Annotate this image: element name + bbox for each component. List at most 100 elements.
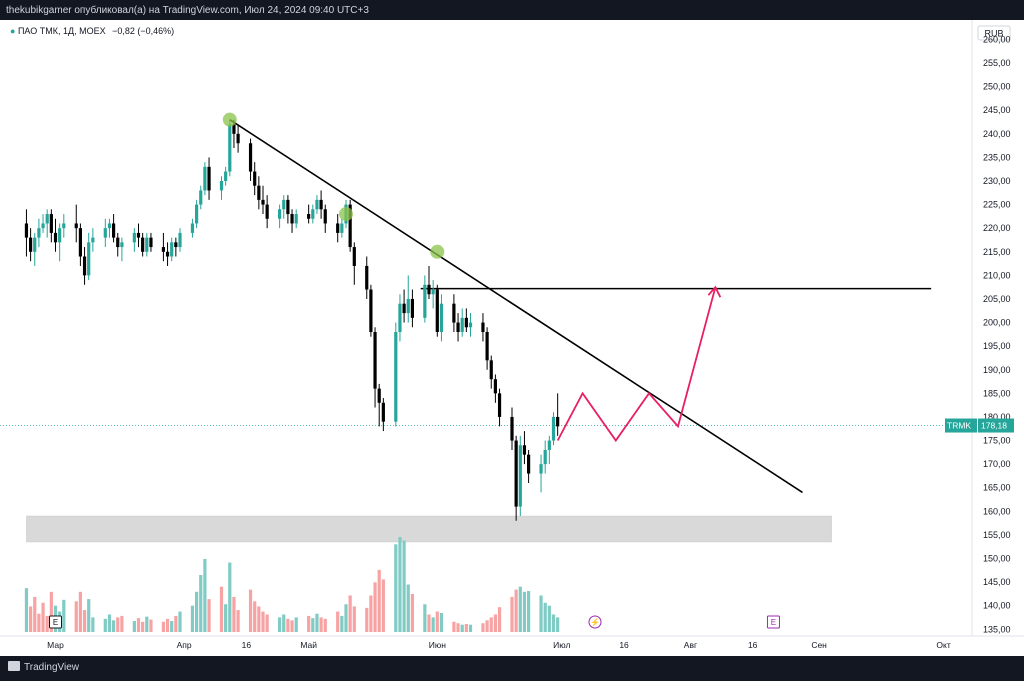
- volume-bar: [365, 607, 369, 632]
- candle-body: [103, 228, 107, 238]
- y-tick-label: 145,00: [983, 577, 1011, 587]
- event-marker-label: ⚡: [590, 617, 600, 627]
- y-tick-label: 140,00: [983, 601, 1011, 611]
- volume-bar: [49, 591, 53, 632]
- volume-bar: [29, 606, 33, 632]
- candle-body: [452, 303, 456, 323]
- currency-label: RUB: [984, 29, 1003, 39]
- candle-body: [78, 228, 82, 257]
- publish-info: thekubikgamer опубликовал(а) на TradingV…: [6, 5, 369, 16]
- candle-body: [319, 199, 323, 210]
- y-tick-label: 155,00: [983, 530, 1011, 540]
- volume-bar: [294, 617, 298, 632]
- volume-bar: [514, 589, 518, 632]
- y-tick-label: 220,00: [983, 223, 1011, 233]
- candle-body: [369, 289, 373, 332]
- volume-bar: [406, 584, 410, 632]
- candle-body: [203, 166, 207, 191]
- volume-bar: [78, 591, 82, 632]
- candle-body: [33, 237, 37, 252]
- volume-bar: [165, 618, 170, 632]
- candle-body: [518, 445, 522, 507]
- y-tick-label: 185,00: [983, 388, 1011, 398]
- volume-bar: [423, 604, 427, 632]
- volume-bar: [219, 586, 224, 632]
- volume-bar: [199, 575, 203, 632]
- volume-bar: [522, 591, 527, 632]
- candle-body: [62, 223, 66, 229]
- volume-bar: [120, 615, 124, 632]
- x-tick-label: 16: [619, 640, 629, 650]
- candle-body: [365, 265, 369, 290]
- candle-body: [381, 402, 385, 422]
- y-tick-label: 205,00: [983, 294, 1011, 304]
- candle-body: [112, 223, 116, 238]
- chart-area[interactable]: E ⚡ E RUB 260,00 255,00 250,00 245,00 240,00 235,…: [0, 20, 1024, 656]
- volume-bar: [468, 624, 473, 632]
- volume-bar: [161, 621, 165, 632]
- candle-body: [120, 242, 124, 248]
- candle-body: [373, 332, 377, 389]
- candle-body: [464, 317, 468, 328]
- candle-body: [481, 322, 485, 332]
- volume-bar: [41, 602, 45, 632]
- candle-body: [402, 303, 406, 314]
- tradingview-logo[interactable]: TradingView: [8, 661, 79, 675]
- candle-body: [207, 166, 211, 191]
- candle-body: [87, 242, 91, 276]
- candle-body: [199, 190, 203, 205]
- candle-body: [497, 393, 502, 417]
- volume-bar: [551, 614, 556, 632]
- legend-dot-icon: ●: [10, 26, 16, 36]
- tradingview-logo-icon: [8, 661, 20, 671]
- candle-body: [282, 199, 286, 210]
- chart-legend: ● ПАО ТМК, 1Д, MOEX −0,82 (−0,46%): [10, 26, 174, 36]
- volume-bar: [132, 621, 136, 632]
- volume-bar: [224, 604, 228, 632]
- candle-body: [510, 416, 514, 441]
- y-tick-label: 260,00: [983, 34, 1011, 44]
- candle-body: [377, 388, 381, 403]
- volume-bar: [141, 621, 145, 632]
- candle-body: [136, 232, 141, 238]
- candle-body: [527, 454, 531, 474]
- volume-bar: [253, 601, 257, 632]
- candle-body: [74, 223, 78, 229]
- candle-body: [468, 322, 473, 328]
- volume-bar: [136, 618, 141, 632]
- volume-bar: [348, 595, 352, 632]
- candle-body: [410, 298, 414, 318]
- volume-bar: [87, 599, 91, 632]
- candle-body: [49, 214, 53, 233]
- event-marker-label: E: [771, 618, 776, 627]
- volume-bar: [112, 620, 116, 632]
- candle-body: [232, 124, 236, 134]
- candle-body: [219, 181, 224, 191]
- candle-body: [107, 223, 112, 229]
- candle-body: [315, 199, 319, 210]
- candle-body: [427, 284, 431, 295]
- footer-bar: TradingView: [0, 656, 1024, 681]
- y-tick-label: 210,00: [983, 270, 1011, 280]
- candle-body: [439, 303, 444, 332]
- candle-body: [460, 317, 464, 332]
- x-tick-label: Июн: [429, 640, 446, 650]
- volume-bar: [45, 615, 49, 632]
- volume-bar: [37, 613, 41, 632]
- volume-bar: [489, 617, 493, 632]
- volume-bar: [377, 569, 381, 632]
- volume-bar: [311, 618, 315, 632]
- volume-bar: [556, 617, 560, 632]
- y-tick-label: 160,00: [983, 506, 1011, 516]
- candle-body: [248, 143, 253, 172]
- volume-bar: [236, 610, 240, 632]
- currency-badge: [977, 25, 1011, 41]
- y-tick-label: 190,00: [983, 365, 1011, 375]
- candle-body: [195, 204, 199, 224]
- candle-body: [543, 449, 547, 465]
- volume-bar: [518, 586, 522, 632]
- volume-bar: [82, 610, 87, 632]
- candle-body: [290, 214, 294, 224]
